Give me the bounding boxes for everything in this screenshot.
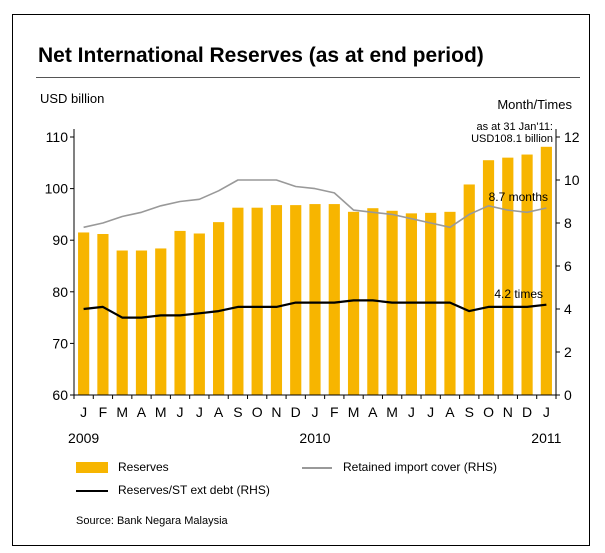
- bar-reserves: [405, 213, 417, 395]
- legend-import-cover-label: Retained import cover (RHS): [343, 460, 498, 474]
- bar-reserves: [463, 184, 475, 395]
- bar-reserves: [540, 146, 552, 395]
- y-right-tick-label: 10: [564, 172, 580, 188]
- x-tick-label: D: [522, 404, 532, 420]
- y-left-tick-label: 80: [52, 284, 68, 300]
- chart-title: Net International Reserves (as at end pe…: [38, 44, 484, 67]
- x-tick-label: F: [99, 404, 108, 420]
- y-right-tick-label: 0: [564, 387, 572, 403]
- x-tick-label: N: [271, 404, 281, 420]
- y-left-tick-label: 100: [45, 181, 69, 197]
- bar-reserves: [97, 234, 109, 395]
- x-tick-label: J: [427, 404, 434, 420]
- bar-reserves: [270, 205, 283, 395]
- x-tick-label: S: [465, 404, 474, 420]
- bar-reserves: [251, 207, 263, 395]
- bar-reserves: [290, 205, 302, 395]
- y-axis-right-label: Month/Times: [497, 97, 572, 112]
- bar-reserves: [309, 204, 321, 395]
- x-tick-label: S: [233, 404, 242, 420]
- bar-reserves: [78, 232, 90, 395]
- y-right-tick-label: 4: [564, 301, 572, 317]
- bar-reserves: [328, 204, 340, 395]
- legend-import-cover-swatch: [302, 467, 332, 469]
- legend-import-cover: Retained import cover (RHS): [302, 460, 562, 476]
- x-tick-label: F: [330, 404, 339, 420]
- source-note: Source: Bank Negara Malaysia: [76, 515, 228, 527]
- x-tick-label: M: [155, 404, 167, 420]
- y-left-tick-label: 70: [52, 335, 68, 351]
- bars-layer: [78, 146, 552, 395]
- debt-ratio-label: 4.2 times: [494, 287, 543, 301]
- bar-reserves: [174, 230, 186, 395]
- y-right-tick-label: 6: [564, 258, 572, 274]
- x-tick-label: N: [503, 404, 513, 420]
- bar-reserves: [155, 248, 167, 395]
- x-tick-label: O: [252, 404, 263, 420]
- year-label: 2009: [68, 430, 99, 446]
- y-right-tick-label: 2: [564, 344, 572, 360]
- y-axis-left-label: USD billion: [40, 91, 104, 106]
- y-left-tick-label: 110: [46, 129, 69, 145]
- legend-reserves: Reserves: [76, 460, 236, 476]
- bar-reserves: [347, 211, 360, 395]
- bar-reserves: [482, 160, 495, 395]
- title-divider: [36, 77, 580, 78]
- year-label: 2010: [299, 430, 330, 446]
- import-cover-label: 8.7 months: [489, 190, 548, 204]
- legend-debt-ratio-label: Reserves/ST ext debt (RHS): [118, 483, 270, 497]
- legend-debt-ratio: Reserves/ST ext debt (RHS): [76, 483, 336, 499]
- x-tick-label: M: [386, 404, 398, 420]
- bar-reserves: [425, 212, 437, 395]
- bar-reserves: [232, 207, 244, 395]
- x-tick-label: J: [543, 404, 550, 420]
- bar-reserves: [116, 250, 128, 395]
- bar-reserves: [135, 250, 148, 395]
- year-label: 2011: [531, 430, 561, 446]
- y-left-tick-label: 60: [52, 387, 68, 403]
- bar-reserves: [367, 208, 379, 395]
- x-tick-label: O: [483, 404, 494, 420]
- x-tick-label: J: [312, 404, 319, 420]
- bar-reserves: [521, 154, 533, 395]
- lines-layer: [83, 179, 547, 319]
- x-tick-label: D: [291, 404, 301, 420]
- legend-reserves-swatch: [76, 462, 108, 473]
- x-tick-label: J: [196, 404, 203, 420]
- x-tick-label: J: [177, 404, 184, 420]
- x-tick-label: M: [116, 404, 128, 420]
- line-debt-ratio: [83, 299, 547, 319]
- x-tick-label: A: [137, 404, 147, 420]
- x-tick-label: A: [214, 404, 224, 420]
- legend-reserves-label: Reserves: [118, 460, 169, 474]
- y-right-tick-label: 12: [564, 129, 580, 145]
- x-tick-label: M: [348, 404, 360, 420]
- x-tick-label: J: [408, 404, 415, 420]
- bar-reserves: [213, 222, 225, 395]
- chart-frame: [12, 14, 590, 546]
- legend-debt-ratio-swatch: [76, 490, 108, 492]
- y-right-tick-label: 8: [564, 215, 572, 231]
- reserve-note-line-2: USD108.1 billion: [471, 133, 553, 145]
- x-tick-label: A: [445, 404, 455, 420]
- bar-reserves: [502, 157, 514, 395]
- y-left-tick-label: 90: [52, 232, 68, 248]
- reserve-note-line-1: as at 31 Jan'11:: [476, 121, 553, 133]
- x-tick-label: A: [368, 404, 378, 420]
- x-tick-label: J: [80, 404, 87, 420]
